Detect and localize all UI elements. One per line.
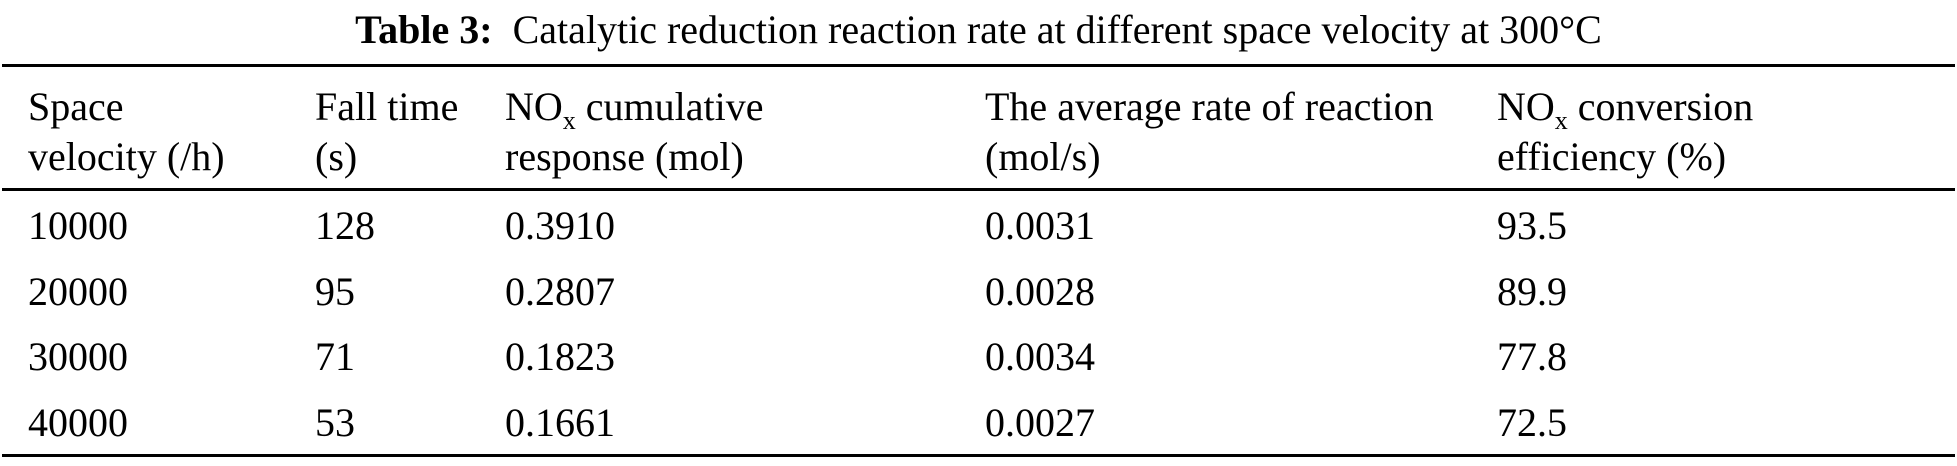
header-line: NOx cumulative [505, 84, 764, 135]
header-line: velocity (/h) [28, 134, 225, 179]
cell-nox-cumulative-response: 0.2807 [505, 268, 615, 314]
table-body: 10000 128 0.3910 0.0031 93.5 20000 95 0.… [28, 192, 1957, 454]
column-header-space-velocity: Space velocity (/h) [28, 70, 315, 182]
subscript: x [1554, 106, 1568, 135]
header-line: Fall time [315, 84, 459, 129]
table-caption-label: Table 3: [355, 7, 493, 52]
table-top-rule [2, 64, 1955, 67]
cell-space-velocity: 30000 [28, 334, 128, 379]
cell-nox-cumulative-response: 0.1661 [505, 399, 615, 445]
column-header-nox-cumulative-response: NOx cumulative response (mol) [505, 70, 985, 182]
column-header-nox-conversion-efficiency: NOx conversion efficiency (%) [1497, 70, 1957, 182]
cell-space-velocity: 40000 [28, 399, 128, 445]
table-caption-text: Catalytic reduction reaction rate at dif… [512, 7, 1602, 52]
cell-space-velocity: 10000 [28, 203, 128, 248]
header-line: NOx conversion [1497, 84, 1754, 135]
cell-fall-time: 128 [315, 203, 375, 248]
header-line: efficiency (%) [1497, 134, 1727, 179]
cell-fall-time: 95 [315, 268, 355, 314]
column-header-average-rate-of-reaction: The average rate of reaction (mol/s) [985, 70, 1497, 182]
header-line: response (mol) [505, 134, 744, 179]
cell-average-rate: 0.0031 [985, 203, 1095, 248]
header-line: (mol/s) [985, 134, 1101, 179]
caption-spacer [493, 7, 513, 52]
cell-nox-cumulative-response: 0.1823 [505, 334, 615, 379]
table-caption: Table 3: Catalytic reduction reaction ra… [0, 2, 1957, 58]
subscript: x [562, 106, 576, 135]
cell-conversion-efficiency: 77.8 [1497, 334, 1567, 379]
table-header-row: Space velocity (/h) Fall time (s) NOx cu… [28, 70, 1957, 182]
cell-conversion-efficiency: 72.5 [1497, 399, 1567, 445]
header-line: (s) [315, 134, 358, 179]
cell-space-velocity: 20000 [28, 268, 128, 314]
cell-fall-time: 53 [315, 399, 355, 445]
cell-conversion-efficiency: 89.9 [1497, 268, 1567, 314]
cell-average-rate: 0.0034 [985, 334, 1095, 379]
column-header-fall-time: Fall time (s) [315, 70, 505, 182]
cell-average-rate: 0.0028 [985, 268, 1095, 314]
table-header-rule [2, 188, 1955, 191]
cell-conversion-efficiency: 93.5 [1497, 203, 1567, 248]
header-line: Space [28, 84, 124, 129]
table-bottom-rule [2, 454, 1955, 457]
cell-nox-cumulative-response: 0.3910 [505, 203, 615, 248]
cell-average-rate: 0.0027 [985, 399, 1095, 445]
cell-fall-time: 71 [315, 334, 355, 379]
header-line: The average rate of reaction [985, 84, 1434, 129]
